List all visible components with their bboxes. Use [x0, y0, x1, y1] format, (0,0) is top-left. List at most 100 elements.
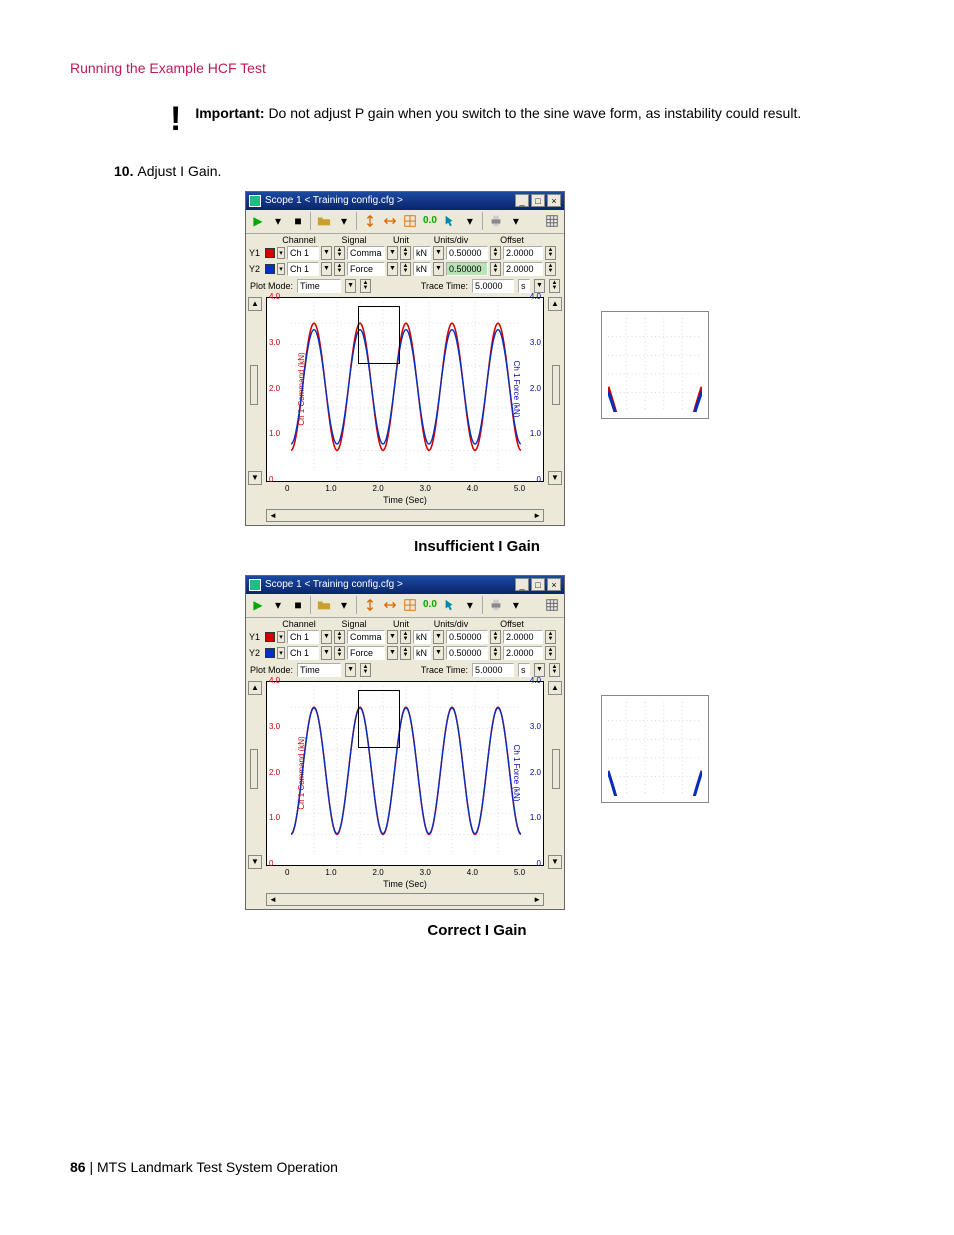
y1-unit-select[interactable]: kN [413, 246, 431, 260]
y1-signal-dd[interactable]: ▼ [387, 246, 398, 260]
y2-offset-spin[interactable]: ▲▼ [545, 262, 556, 276]
trace-time-field[interactable]: 5.0000 [472, 663, 514, 677]
y-right-up-button[interactable]: ▲ [548, 681, 562, 695]
y1-signal-select[interactable]: Comma [347, 246, 385, 260]
y1-channel-dd[interactable]: ▼ [321, 246, 332, 260]
y2-offset-field[interactable]: 2.0000 [503, 262, 543, 276]
cursor-button[interactable] [440, 595, 460, 615]
y1-signal-dd[interactable]: ▼ [387, 630, 398, 644]
y-left-slider[interactable] [250, 749, 258, 789]
stop-button[interactable]: ■ [288, 211, 308, 231]
cursor-dropdown[interactable]: ▾ [460, 595, 480, 615]
y2-channel-select[interactable]: Ch 1 [287, 646, 319, 660]
y2-signal-spin[interactable]: ▲▼ [400, 646, 411, 660]
y-left-down-button[interactable]: ▼ [248, 855, 262, 869]
y2-unit-select[interactable]: kN [413, 262, 431, 276]
play-button[interactable]: ▶ [248, 595, 268, 615]
y1-channel-select[interactable]: Ch 1 [287, 630, 319, 644]
fit-button[interactable] [400, 595, 420, 615]
y2-offset-field[interactable]: 2.0000 [503, 646, 543, 660]
y-left-up-button[interactable]: ▲ [248, 681, 262, 695]
play-dropdown[interactable]: ▾ [268, 211, 288, 231]
minimize-button[interactable]: _ [515, 578, 529, 591]
trace-time-unit[interactable]: s [518, 279, 530, 293]
y1-channel-spin[interactable]: ▲▼ [334, 246, 345, 260]
trace-time-dropdown-arrow[interactable]: ▼ [534, 279, 545, 293]
y-left-slider[interactable] [250, 365, 258, 405]
y1-unitsdiv-field[interactable]: 0.50000 [446, 630, 488, 644]
maximize-button[interactable]: □ [531, 194, 545, 207]
y2-channel-spin[interactable]: ▲▼ [334, 646, 345, 660]
trace-time-dropdown-arrow[interactable]: ▼ [534, 663, 545, 677]
y-right-down-button[interactable]: ▼ [548, 855, 562, 869]
y1-channel-select[interactable]: Ch 1 [287, 246, 319, 260]
y2-signal-select[interactable]: Force [347, 646, 385, 660]
y-right-up-button[interactable]: ▲ [548, 297, 562, 311]
maximize-button[interactable]: □ [531, 578, 545, 591]
y-left-down-button[interactable]: ▼ [248, 471, 262, 485]
y1-offset-spin[interactable]: ▲▼ [545, 246, 556, 260]
y1-signal-select[interactable]: Comma [347, 630, 385, 644]
zoom-x-button[interactable] [380, 211, 400, 231]
plot-mode-dropdown-arrow[interactable]: ▼ [345, 279, 356, 293]
y1-signal-spin[interactable]: ▲▼ [400, 630, 411, 644]
close-button[interactable]: × [547, 194, 561, 207]
reset-zoom-button[interactable]: 0.0 [420, 595, 440, 615]
y-right-slider[interactable] [552, 365, 560, 405]
y1-signal-spin[interactable]: ▲▼ [400, 246, 411, 260]
plot-mode-select[interactable]: Time [297, 663, 341, 677]
plot-mode-spinner[interactable]: ▲▼ [360, 663, 371, 677]
trace-time-field[interactable]: 5.0000 [472, 279, 514, 293]
y1-unit-dd[interactable]: ▼ [433, 630, 444, 644]
y1-unit-dd[interactable]: ▼ [433, 246, 444, 260]
print-button[interactable] [486, 595, 506, 615]
y2-signal-dd[interactable]: ▼ [387, 262, 398, 276]
play-button[interactable]: ▶ [248, 211, 268, 231]
y1-offset-spin[interactable]: ▲▼ [545, 630, 556, 644]
y2-swatch-dropdown[interactable]: ▾ [277, 263, 285, 275]
print-dropdown[interactable]: ▾ [506, 211, 526, 231]
trace-time-unit[interactable]: s [518, 663, 530, 677]
open-button[interactable] [314, 595, 334, 615]
h-scrollbar[interactable]: ◄► [266, 509, 544, 522]
cursor-dropdown[interactable]: ▾ [460, 211, 480, 231]
y2-swatch-dropdown[interactable]: ▾ [277, 647, 285, 659]
trace-time-spinner[interactable]: ▲▼ [549, 279, 560, 293]
y2-channel-select[interactable]: Ch 1 [287, 262, 319, 276]
y1-swatch-dropdown[interactable]: ▾ [277, 631, 285, 643]
y2-signal-dd[interactable]: ▼ [387, 646, 398, 660]
y1-offset-field[interactable]: 2.0000 [503, 246, 543, 260]
y-left-up-button[interactable]: ▲ [248, 297, 262, 311]
y2-unitsdiv-spin[interactable]: ▲▼ [490, 646, 501, 660]
y1-swatch-dropdown[interactable]: ▾ [277, 247, 285, 259]
y1-unitsdiv-spin[interactable]: ▲▼ [490, 630, 501, 644]
print-dropdown[interactable]: ▾ [506, 595, 526, 615]
open-button[interactable] [314, 211, 334, 231]
y2-signal-select[interactable]: Force [347, 262, 385, 276]
y2-channel-spin[interactable]: ▲▼ [334, 262, 345, 276]
reset-zoom-button[interactable]: 0.0 [420, 211, 440, 231]
y2-offset-spin[interactable]: ▲▼ [545, 646, 556, 660]
plot-mode-spinner[interactable]: ▲▼ [360, 279, 371, 293]
y2-unit-dd[interactable]: ▼ [433, 646, 444, 660]
y2-channel-dd[interactable]: ▼ [321, 262, 332, 276]
y-right-slider[interactable] [552, 749, 560, 789]
y2-unit-dd[interactable]: ▼ [433, 262, 444, 276]
grid-settings-button[interactable] [542, 595, 562, 615]
y1-channel-spin[interactable]: ▲▼ [334, 630, 345, 644]
open-dropdown[interactable]: ▾ [334, 211, 354, 231]
grid-settings-button[interactable] [542, 211, 562, 231]
print-button[interactable] [486, 211, 506, 231]
zoom-y-button[interactable] [360, 211, 380, 231]
y1-offset-field[interactable]: 2.0000 [503, 630, 543, 644]
y-right-down-button[interactable]: ▼ [548, 471, 562, 485]
close-button[interactable]: × [547, 578, 561, 591]
y2-channel-dd[interactable]: ▼ [321, 646, 332, 660]
y1-unitsdiv-field[interactable]: 0.50000 [446, 246, 488, 260]
play-dropdown[interactable]: ▾ [268, 595, 288, 615]
y2-signal-spin[interactable]: ▲▼ [400, 262, 411, 276]
trace-time-spinner[interactable]: ▲▼ [549, 663, 560, 677]
minimize-button[interactable]: _ [515, 194, 529, 207]
cursor-button[interactable] [440, 211, 460, 231]
y1-channel-dd[interactable]: ▼ [321, 630, 332, 644]
